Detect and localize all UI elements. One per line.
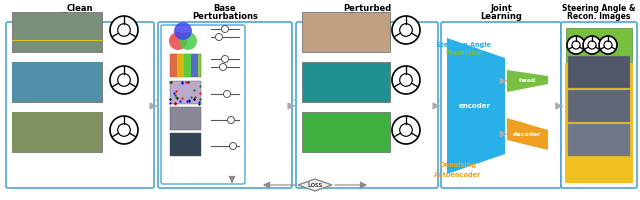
FancyBboxPatch shape — [6, 22, 154, 188]
Circle shape — [599, 36, 617, 54]
FancyBboxPatch shape — [302, 62, 390, 102]
Text: Prediction: Prediction — [445, 50, 483, 56]
Text: Clean: Clean — [67, 4, 93, 13]
Circle shape — [110, 116, 138, 144]
Circle shape — [110, 66, 138, 94]
Circle shape — [230, 142, 237, 150]
Circle shape — [400, 124, 412, 136]
Circle shape — [392, 116, 420, 144]
FancyBboxPatch shape — [561, 22, 637, 188]
FancyBboxPatch shape — [568, 90, 630, 122]
Text: Perturbations: Perturbations — [192, 12, 258, 21]
Text: Autoencoder: Autoencoder — [435, 172, 482, 178]
Text: Denoising: Denoising — [440, 162, 476, 168]
Circle shape — [221, 55, 228, 62]
FancyBboxPatch shape — [302, 112, 390, 152]
Text: Learning: Learning — [480, 12, 522, 21]
FancyBboxPatch shape — [568, 56, 630, 88]
FancyBboxPatch shape — [170, 81, 201, 104]
FancyBboxPatch shape — [170, 133, 201, 156]
FancyBboxPatch shape — [12, 112, 102, 152]
FancyBboxPatch shape — [161, 25, 245, 184]
Circle shape — [604, 41, 612, 49]
Circle shape — [174, 22, 192, 40]
FancyBboxPatch shape — [158, 22, 292, 188]
FancyBboxPatch shape — [566, 64, 632, 182]
Text: Base: Base — [214, 4, 236, 13]
Text: Steering Angle &: Steering Angle & — [563, 4, 636, 13]
FancyBboxPatch shape — [191, 54, 198, 77]
FancyBboxPatch shape — [12, 112, 102, 152]
Polygon shape — [507, 118, 548, 150]
Circle shape — [118, 74, 131, 86]
Text: encoder: encoder — [459, 103, 491, 109]
Circle shape — [221, 25, 228, 32]
Text: Loss: Loss — [307, 182, 323, 188]
FancyBboxPatch shape — [566, 28, 632, 62]
Circle shape — [400, 74, 412, 86]
Text: head: head — [518, 78, 536, 84]
Circle shape — [118, 124, 131, 136]
Circle shape — [169, 32, 187, 50]
Polygon shape — [447, 38, 505, 174]
FancyBboxPatch shape — [12, 12, 102, 52]
FancyBboxPatch shape — [12, 62, 102, 102]
FancyBboxPatch shape — [177, 54, 184, 77]
Text: Joint: Joint — [490, 4, 512, 13]
FancyBboxPatch shape — [302, 12, 390, 52]
Circle shape — [400, 24, 412, 36]
FancyBboxPatch shape — [12, 62, 102, 102]
Circle shape — [567, 36, 585, 54]
FancyBboxPatch shape — [170, 107, 201, 130]
FancyBboxPatch shape — [296, 22, 438, 188]
Text: Dataset: Dataset — [348, 12, 385, 21]
Circle shape — [223, 90, 230, 98]
Polygon shape — [298, 179, 332, 191]
Text: Perturbed: Perturbed — [343, 4, 391, 13]
Circle shape — [227, 116, 234, 123]
Polygon shape — [507, 70, 548, 92]
FancyBboxPatch shape — [441, 22, 561, 188]
Circle shape — [118, 24, 131, 36]
FancyBboxPatch shape — [568, 124, 630, 156]
Circle shape — [179, 32, 197, 50]
Text: decoder: decoder — [513, 132, 541, 136]
Circle shape — [572, 41, 580, 49]
Circle shape — [392, 16, 420, 44]
Text: Dataset: Dataset — [61, 12, 99, 21]
FancyBboxPatch shape — [184, 54, 191, 77]
FancyBboxPatch shape — [170, 54, 201, 77]
Text: Steering Angle: Steering Angle — [436, 42, 492, 48]
Circle shape — [588, 41, 596, 49]
FancyBboxPatch shape — [170, 54, 177, 77]
Circle shape — [216, 33, 223, 40]
Circle shape — [392, 66, 420, 94]
Circle shape — [583, 36, 601, 54]
Circle shape — [110, 16, 138, 44]
Circle shape — [220, 64, 227, 71]
Text: Recon. Images: Recon. Images — [567, 12, 630, 21]
